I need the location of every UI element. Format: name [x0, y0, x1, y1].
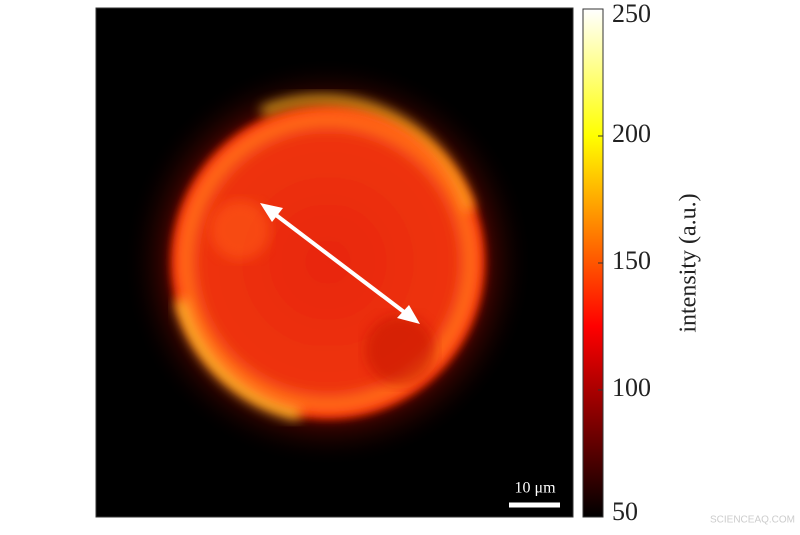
- arrow-head: [397, 305, 420, 324]
- scale-bar-label: 10 μm: [514, 480, 556, 497]
- watermark: SCIENCEAQ.COM: [710, 515, 795, 526]
- colorbar-label: intensity (a.u.): [676, 193, 702, 332]
- colorbar-tick-label: 250: [612, 0, 651, 28]
- image-frame: [95, 7, 574, 518]
- micrograph: [96, 8, 573, 517]
- colorbar-tick-label: 200: [612, 119, 651, 148]
- arrow-shaft: [270, 210, 410, 317]
- colorbar-tick-label: 150: [612, 246, 651, 275]
- colorbar-tick-label: 50: [612, 497, 638, 526]
- arrow-head: [260, 203, 283, 222]
- colorbar-tick-label: 100: [612, 373, 651, 402]
